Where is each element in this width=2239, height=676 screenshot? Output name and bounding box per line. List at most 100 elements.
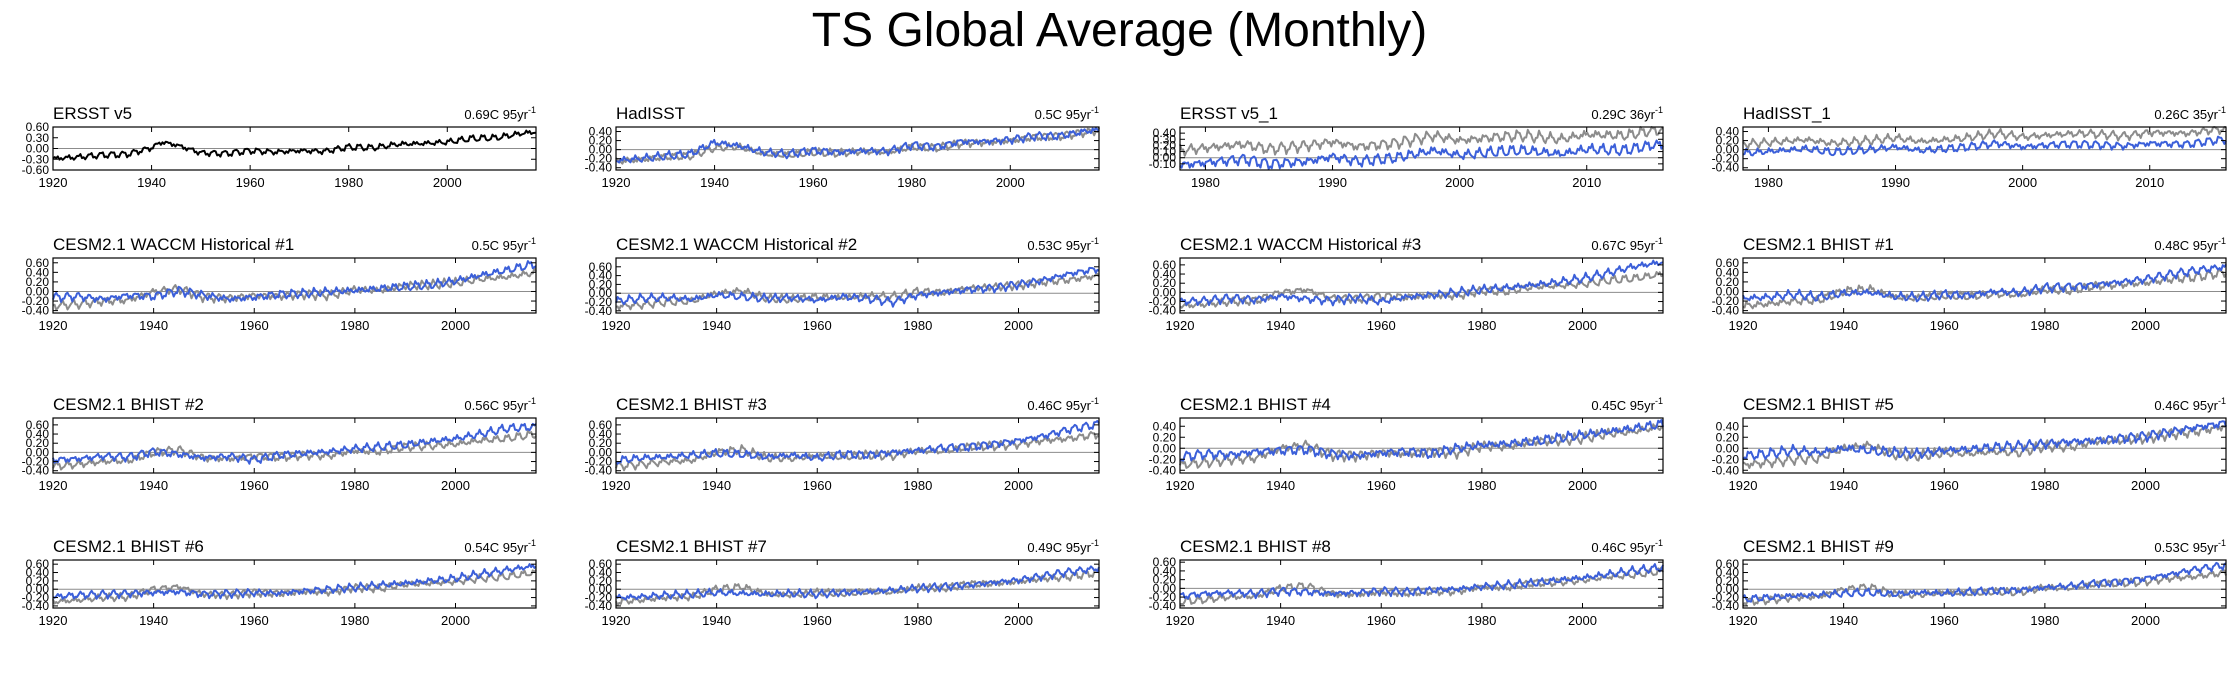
series-line-model <box>52 260 537 303</box>
plot-frame <box>52 257 537 314</box>
trend-superscript: -1 <box>528 538 536 548</box>
y-tick-label: -0.20 <box>585 455 613 469</box>
y-tick-label: -0.40 <box>22 599 50 613</box>
x-tick-label: 1920 <box>39 318 68 333</box>
x-tick-label: 1980 <box>1467 478 1496 493</box>
x-tick-label: 1980 <box>1467 318 1496 333</box>
y-tick-label: -0.40 <box>1712 161 1740 175</box>
x-tick-label: 1920 <box>1729 613 1758 628</box>
trend-superscript: -1 <box>528 105 536 115</box>
panel-trend: 0.26C 35yr-1 <box>2154 105 2226 122</box>
x-tick-label: 1960 <box>240 318 269 333</box>
panel-15: CESM2.1 BHIST #8 0.46C 95yr-1 1920 1940 1960… <box>1149 537 1664 628</box>
plot-frame <box>52 417 537 474</box>
y-tick-label: -0.20 <box>585 295 613 309</box>
series-line-model <box>1179 259 1664 307</box>
x-tick-label: 1920 <box>39 613 68 628</box>
x-tick-label: 1980 <box>334 175 363 190</box>
panel-1: ERSST v5 0.69C 95yr-1 1920 1940 1960 1980 2000… <box>22 104 537 190</box>
trend-superscript: -1 <box>1655 105 1663 115</box>
y-tick-label: 0.30 <box>1153 132 1177 146</box>
x-tick-label: 1960 <box>1930 318 1959 333</box>
x-tick-label: 1940 <box>139 478 168 493</box>
x-tick-label: 1990 <box>1881 175 1910 190</box>
y-tick-label: 0.00 <box>589 582 613 596</box>
y-tick-label: -0.40 <box>585 161 613 175</box>
y-tick-label: -0.20 <box>1712 591 1740 605</box>
y-tick-label: 0.60 <box>1716 557 1740 571</box>
panel-5: CESM2.1 WACCM Historical #1 0.5C 95yr-1 19… <box>22 235 537 333</box>
panel-trend: 0.45C 95yr-1 <box>1591 396 1663 413</box>
x-tick-label: 2000 <box>1004 613 1033 628</box>
x-tick-label: 1960 <box>1367 318 1396 333</box>
panel-trend: 0.46C 95yr-1 <box>1027 396 1099 413</box>
panel-trend: 0.5C 95yr-1 <box>1035 105 1099 122</box>
x-tick-label: 1920 <box>602 478 631 493</box>
y-tick-label: 0.00 <box>26 142 50 156</box>
y-tick-label: 0.60 <box>26 120 50 134</box>
y-tick-label: 0.00 <box>1716 284 1740 298</box>
series-line-model <box>615 127 1100 164</box>
y-tick-label: -0.10 <box>1149 157 1177 171</box>
panel-6: CESM2.1 WACCM Historical #2 0.53C 95yr-1 1… <box>585 235 1100 333</box>
x-tick-label: 1980 <box>1191 175 1220 190</box>
x-tick-label: 1920 <box>39 478 68 493</box>
series-line-model <box>615 266 1100 308</box>
y-tick-label: 0.40 <box>1153 126 1177 140</box>
x-tick-label: 2000 <box>441 318 470 333</box>
x-tick-label: 2000 <box>441 478 470 493</box>
trend-superscript: -1 <box>528 396 536 406</box>
panel-title: HadISST_1 <box>1743 104 1831 123</box>
panel-trend: 0.5C 95yr-1 <box>472 236 536 253</box>
y-tick-label: 0.40 <box>1153 419 1177 433</box>
y-tick-label: -0.40 <box>585 599 613 613</box>
series-line-ref <box>1742 126 2226 150</box>
panel-title: CESM2.1 BHIST #7 <box>616 537 767 556</box>
y-tick-label: 0.40 <box>1716 265 1740 279</box>
x-tick-label: 1980 <box>2030 318 2059 333</box>
x-tick-label: 1940 <box>702 613 731 628</box>
panel-trend: 0.29C 36yr-1 <box>1591 105 1663 122</box>
y-tick-label: 0.60 <box>1153 258 1177 272</box>
panel-trend: 0.53C 95yr-1 <box>2154 538 2226 555</box>
x-tick-label: 1980 <box>903 478 932 493</box>
x-tick-label: 2000 <box>1568 478 1597 493</box>
x-tick-label: 1940 <box>702 478 731 493</box>
y-tick-label: 0.00 <box>589 143 613 157</box>
y-tick-label: 0.40 <box>589 566 613 580</box>
trend-superscript: -1 <box>1091 105 1099 115</box>
y-tick-label: 0.20 <box>1153 430 1177 444</box>
series-line-ref <box>615 127 1100 165</box>
y-tick-label: 0.20 <box>589 574 613 588</box>
y-tick-label: 0.00 <box>1153 441 1177 455</box>
x-tick-label: 1960 <box>803 478 832 493</box>
y-tick-label: 0.00 <box>26 284 50 298</box>
x-tick-label: 1920 <box>1166 613 1195 628</box>
x-tick-label: 1980 <box>1467 613 1496 628</box>
y-tick-label: 0.20 <box>1716 275 1740 289</box>
x-tick-label: 1980 <box>2030 613 2059 628</box>
x-tick-label: 1940 <box>139 318 168 333</box>
panel-title: HadISST <box>616 104 685 123</box>
x-tick-label: 2000 <box>2131 478 2160 493</box>
x-tick-label: 2000 <box>2131 613 2160 628</box>
trend-superscript: -1 <box>1655 538 1663 548</box>
x-tick-label: 1920 <box>1166 318 1195 333</box>
trend-superscript: -1 <box>2218 105 2226 115</box>
x-tick-label: 1940 <box>702 318 731 333</box>
x-tick-label: 2000 <box>433 175 462 190</box>
y-tick-label: -0.40 <box>1712 304 1740 318</box>
panel-title: ERSST v5 <box>53 104 132 123</box>
x-tick-label: 2000 <box>2008 175 2037 190</box>
y-tick-label: 0.40 <box>26 566 50 580</box>
y-tick-label: 0.40 <box>26 427 50 441</box>
series-line-ref <box>1179 126 1664 157</box>
plot-frame <box>1742 126 2227 171</box>
y-tick-label: 0.30 <box>26 131 50 145</box>
y-tick-label: -0.40 <box>1149 599 1177 613</box>
plot-frame <box>1179 257 1664 314</box>
x-tick-label: 1920 <box>1166 478 1195 493</box>
panel-14: CESM2.1 BHIST #7 0.49C 95yr-1 1920 1940 1960… <box>585 537 1100 628</box>
trend-superscript: -1 <box>2218 396 2226 406</box>
y-tick-label: -0.40 <box>1149 463 1177 477</box>
